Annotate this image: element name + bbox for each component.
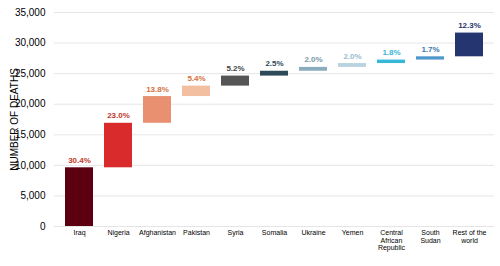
svg-text:35,000: 35,000 <box>15 7 46 18</box>
svg-text:Ukraine: Ukraine <box>301 229 325 236</box>
svg-text:13.8%: 13.8% <box>146 85 169 94</box>
svg-text:SouthSudan: SouthSudan <box>420 229 440 244</box>
svg-text:2.5%: 2.5% <box>265 59 283 68</box>
svg-text:5.2%: 5.2% <box>226 64 244 73</box>
svg-text:CentralAfricanRepublic: CentralAfricanRepublic <box>378 229 406 252</box>
svg-text:Somalia: Somalia <box>262 229 287 236</box>
svg-text:30,000: 30,000 <box>15 37 46 48</box>
svg-text:Rest of theworld: Rest of theworld <box>453 229 487 244</box>
svg-text:Iraq: Iraq <box>73 229 85 237</box>
svg-text:Pakistan: Pakistan <box>183 229 210 236</box>
svg-text:Nigeria: Nigeria <box>107 229 129 237</box>
svg-text:NUMBER OF DEATHS: NUMBER OF DEATHS <box>9 68 20 171</box>
svg-text:10,000: 10,000 <box>14 159 46 171</box>
svg-text:2.0%: 2.0% <box>343 52 361 61</box>
svg-text:5.4%: 5.4% <box>187 74 205 83</box>
svg-text:30.4%: 30.4% <box>68 156 91 165</box>
svg-text:25,000: 25,000 <box>14 67 46 79</box>
svg-text:Syria: Syria <box>228 229 244 237</box>
svg-text:Yemen: Yemen <box>342 229 364 236</box>
svg-text:1.8%: 1.8% <box>382 48 400 57</box>
svg-text:5,000: 5,000 <box>20 190 45 201</box>
svg-text:23.0%: 23.0% <box>107 111 130 120</box>
svg-text:Afghanistan: Afghanistan <box>139 229 176 237</box>
svg-text:2.0%: 2.0% <box>304 55 322 64</box>
svg-text:1.7%: 1.7% <box>421 45 439 54</box>
svg-text:15,000: 15,000 <box>14 129 46 140</box>
svg-text:20,000: 20,000 <box>14 98 46 110</box>
svg-text:0: 0 <box>40 221 46 232</box>
svg-text:12.3%: 12.3% <box>458 21 481 30</box>
